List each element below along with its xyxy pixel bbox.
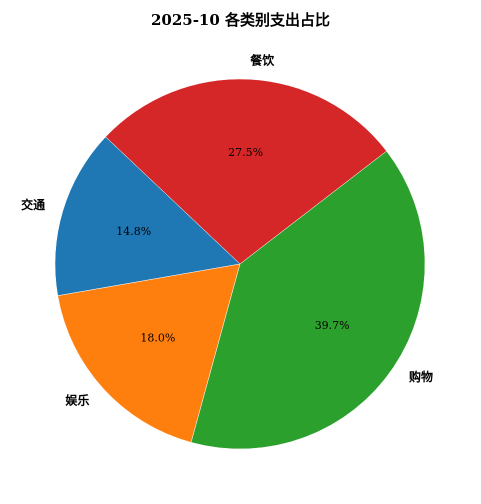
percent-label-购物: 39.7% xyxy=(315,319,350,332)
chart-title: 2025-10 各类别支出占比 xyxy=(151,11,330,29)
pie-labels: 27.5% 餐饮 14.8% 交通 18.0% 娱乐 39.7% 购物 xyxy=(21,52,433,407)
pie-slice-餐饮 xyxy=(105,78,387,265)
category-label-交通: 交通 xyxy=(21,197,45,212)
pie-slice-购物 xyxy=(190,150,426,450)
pie-slices xyxy=(54,78,426,450)
category-label-购物: 购物 xyxy=(409,369,433,384)
category-label-餐饮: 餐饮 xyxy=(250,52,275,67)
percent-label-交通: 14.8% xyxy=(116,225,151,238)
pie-slice-娱乐 xyxy=(57,263,241,443)
category-label-娱乐: 娱乐 xyxy=(65,392,89,407)
percent-label-餐饮: 27.5% xyxy=(228,146,263,159)
percent-label-娱乐: 18.0% xyxy=(140,332,175,345)
pie-slice-交通 xyxy=(54,136,241,297)
